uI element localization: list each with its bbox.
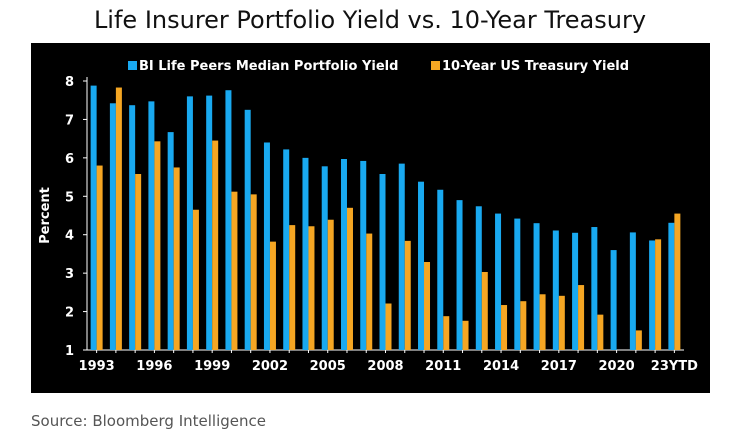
y-tick-label: 8 xyxy=(65,75,74,90)
legend-swatch-portfolio-yield xyxy=(128,61,137,70)
bar-portfolio-yield xyxy=(129,105,136,351)
bar-treasury-yield xyxy=(597,314,604,350)
bar-treasury-yield xyxy=(558,295,565,350)
bar-treasury-yield xyxy=(212,140,219,350)
x-tick-label: 2005 xyxy=(310,359,346,374)
bar-treasury-yield xyxy=(327,219,334,350)
chart-title: Life Insurer Portfolio Yield vs. 10-Year… xyxy=(93,6,647,34)
bar-portfolio-yield xyxy=(225,90,232,351)
bar-portfolio-yield xyxy=(610,250,617,350)
x-tick-label: 2017 xyxy=(541,359,577,374)
bar-portfolio-yield xyxy=(360,160,367,350)
y-tick-label: 2 xyxy=(65,306,74,321)
bar-portfolio-yield xyxy=(629,232,636,350)
legend-label-treasury-yield: 10-Year US Treasury Yield xyxy=(442,59,629,74)
bar-portfolio-yield xyxy=(379,173,386,350)
legend-swatch-treasury-yield xyxy=(431,61,440,70)
y-tick-label: 3 xyxy=(65,267,74,282)
bar-treasury-yield xyxy=(404,240,411,350)
x-tick-label: 2011 xyxy=(425,359,461,374)
bar-portfolio-yield xyxy=(437,189,444,350)
y-axis-label: Percent xyxy=(38,187,53,244)
bar-treasury-yield xyxy=(443,316,450,350)
bar-portfolio-yield xyxy=(340,159,347,350)
bar-portfolio-yield xyxy=(206,95,213,350)
bar-portfolio-yield xyxy=(244,109,251,350)
chart-panel: 1 2 3 4 5 6 7 8 Percent 1993 1996 1999 2002 2005 2008 2… xyxy=(31,43,710,393)
bar-portfolio-yield xyxy=(321,166,328,350)
bar-treasury-yield xyxy=(289,225,296,350)
bar-treasury-yield xyxy=(250,194,257,350)
y-tick-label: 1 xyxy=(65,344,74,359)
bar-portfolio-yield xyxy=(533,223,540,350)
bar-treasury-yield xyxy=(192,209,199,350)
bar-treasury-yield xyxy=(481,271,488,350)
bar-treasury-yield xyxy=(96,165,103,350)
bar-portfolio-yield xyxy=(649,240,656,350)
bar-portfolio-yield xyxy=(186,96,193,350)
y-tick-label: 4 xyxy=(65,229,74,244)
bar-treasury-yield xyxy=(462,320,469,350)
bar-treasury-yield xyxy=(308,226,315,350)
x-tick-label: 2020 xyxy=(599,359,635,374)
bar-portfolio-yield xyxy=(495,213,502,350)
x-tick-label: 2008 xyxy=(367,359,403,374)
bar-portfolio-yield xyxy=(668,222,675,350)
bar-treasury-yield xyxy=(501,305,508,350)
bar-treasury-yield xyxy=(366,233,373,350)
bar-portfolio-yield xyxy=(302,157,309,350)
bar-treasury-yield xyxy=(424,261,431,350)
bar-portfolio-yield xyxy=(167,132,174,350)
x-tick-label: 2014 xyxy=(483,359,519,374)
bar-treasury-yield xyxy=(635,330,642,350)
bar-portfolio-yield xyxy=(263,142,270,350)
bar-portfolio-yield xyxy=(475,206,482,350)
bar-treasury-yield xyxy=(520,301,527,350)
bar-treasury-yield xyxy=(346,207,353,350)
chart-svg: 1 2 3 4 5 6 7 8 Percent 1993 1996 1999 2002 2005 2008 2… xyxy=(38,59,698,374)
bar-treasury-yield xyxy=(154,141,161,350)
x-tick-label: 1999 xyxy=(194,359,230,374)
x-tick-label: 2002 xyxy=(252,359,288,374)
y-tick-label: 6 xyxy=(65,152,74,167)
bar-treasury-yield xyxy=(385,303,392,350)
source-note: Source: Bloomberg Intelligence xyxy=(31,412,266,430)
bar-portfolio-yield xyxy=(398,163,405,350)
x-tick-label: 1996 xyxy=(136,359,172,374)
bar-treasury-yield xyxy=(115,87,122,351)
bar-portfolio-yield xyxy=(90,85,97,351)
legend-label-portfolio-yield: BI Life Peers Median Portfolio Yield xyxy=(139,59,398,74)
y-tick-label: 7 xyxy=(65,113,74,128)
y-tick-label: 5 xyxy=(65,190,74,205)
x-tick-label: 1993 xyxy=(79,359,115,374)
bar-treasury-yield xyxy=(655,239,662,350)
bar-portfolio-yield xyxy=(591,227,598,350)
bar-treasury-yield xyxy=(674,213,681,350)
bar-treasury-yield xyxy=(578,285,585,350)
bar-treasury-yield xyxy=(135,173,142,350)
bar-treasury-yield xyxy=(231,191,238,350)
bar-treasury-yield xyxy=(269,241,276,350)
bar-portfolio-yield xyxy=(109,103,116,350)
bar-portfolio-yield xyxy=(283,149,290,350)
bar-portfolio-yield xyxy=(514,218,521,350)
bar-portfolio-yield xyxy=(572,232,579,350)
bar-treasury-yield xyxy=(173,167,180,350)
bar-portfolio-yield xyxy=(418,181,425,350)
bar-portfolio-yield xyxy=(552,230,559,350)
bar-portfolio-yield xyxy=(148,101,155,350)
bar-portfolio-yield xyxy=(456,200,463,350)
bar-treasury-yield xyxy=(539,294,546,350)
x-tick-label: 23YTD xyxy=(651,359,698,374)
